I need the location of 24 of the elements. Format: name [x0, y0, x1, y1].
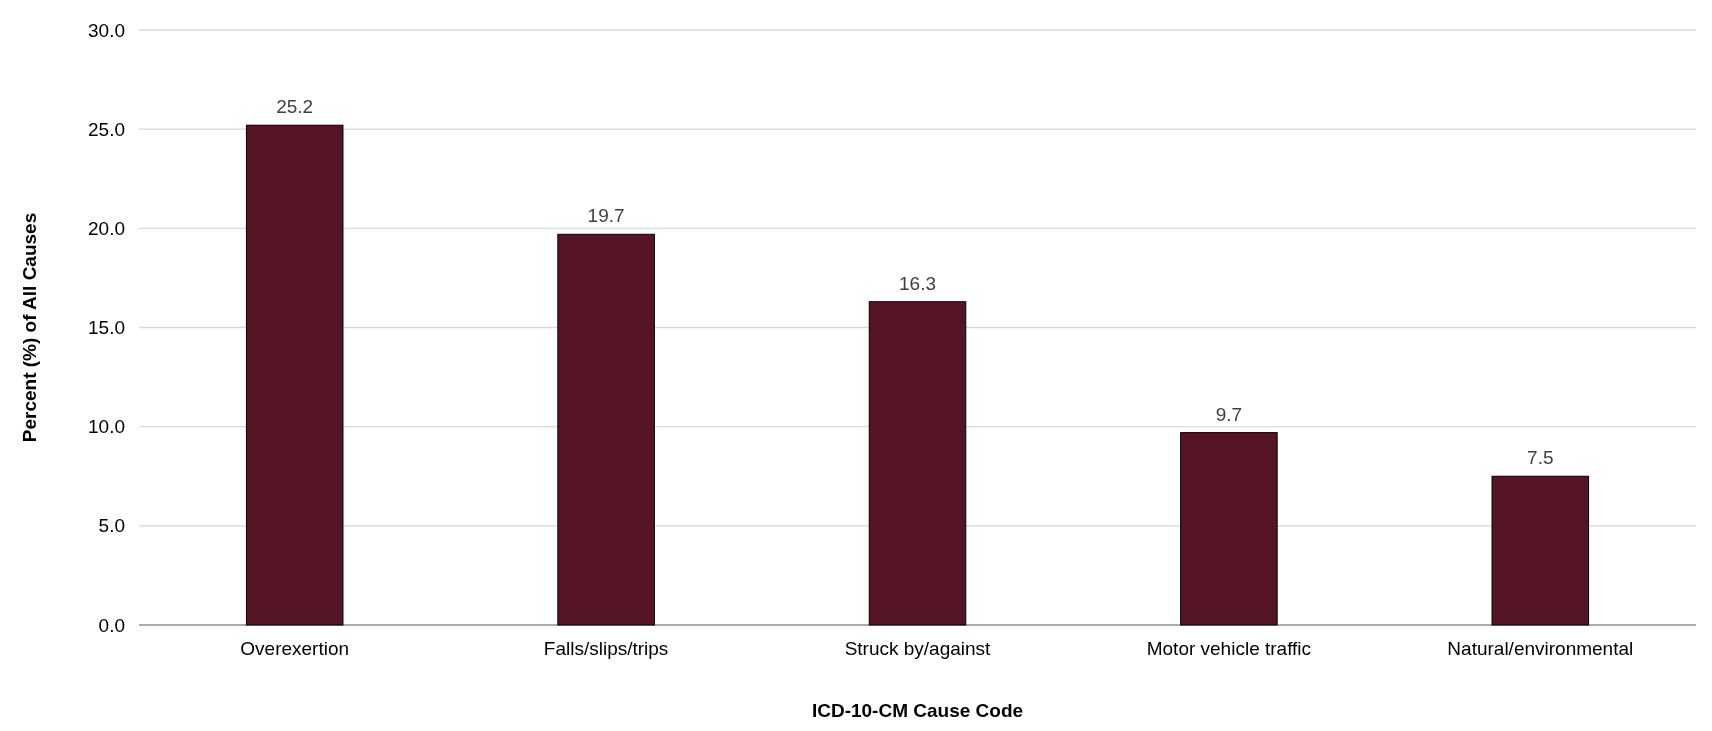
x-tick-label: Natural/environmental	[1447, 638, 1634, 659]
data-label: 25.2	[276, 96, 314, 118]
y-tick-label: 30.0	[88, 19, 125, 41]
x-tick-label: Motor vehicle traffic	[1146, 638, 1312, 659]
x-tick-label: Overexertion	[240, 638, 350, 659]
x-tick-label: Struck by/against	[844, 638, 992, 659]
y-tick-label: 10.0	[88, 416, 125, 438]
y-tick-label: 15.0	[88, 317, 125, 339]
bar	[557, 233, 655, 626]
y-tick-label: 0.0	[98, 614, 125, 636]
x-tick-label: Falls/slips/trips	[543, 638, 669, 659]
x-axis-title: ICD-10-CM Cause Code	[811, 700, 1024, 721]
bar	[868, 301, 967, 626]
data-label: 9.7	[1215, 403, 1243, 425]
bar	[1180, 432, 1278, 626]
data-label: 16.3	[899, 272, 936, 294]
data-label: 19.7	[587, 205, 625, 227]
bar	[1491, 475, 1590, 626]
y-axis-title: Percent (%) of All Causes	[19, 212, 40, 443]
y-tick-label: 25.0	[88, 118, 125, 140]
y-tick-label: 5.0	[98, 515, 125, 537]
data-label: 7.5	[1527, 447, 1554, 469]
bar	[245, 124, 344, 626]
y-tick-label: 20.0	[88, 217, 125, 239]
